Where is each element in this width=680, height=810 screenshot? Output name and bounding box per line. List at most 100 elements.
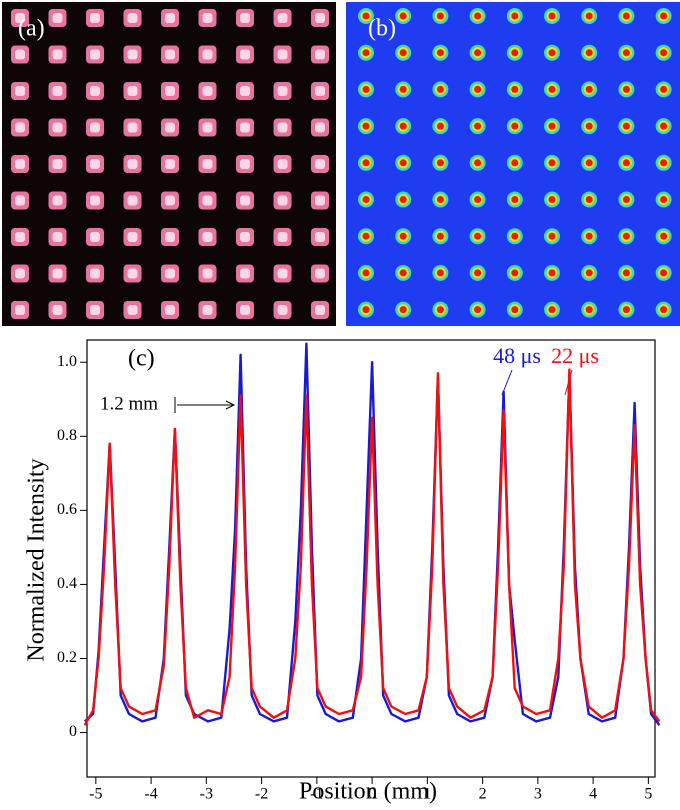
spot-core	[52, 13, 63, 23]
spot-core	[622, 306, 630, 314]
spot-core	[277, 195, 288, 206]
spot-core	[474, 159, 482, 167]
spot-core	[474, 85, 482, 93]
spot-core	[622, 122, 630, 130]
x-tick-label: -4	[144, 786, 157, 803]
spot-core	[474, 306, 482, 314]
spot-core	[399, 269, 407, 277]
spot-core	[240, 86, 250, 96]
spot-core	[202, 86, 213, 96]
legend-label: 48 μs	[493, 343, 541, 368]
spot-core	[362, 12, 370, 20]
spot-core	[548, 306, 556, 314]
spot-core	[362, 49, 370, 57]
spot-core	[90, 268, 100, 279]
y-tick-label: 0	[69, 723, 77, 740]
spot-core	[52, 86, 63, 96]
spot-core	[436, 122, 444, 130]
spot-core	[127, 86, 138, 96]
spot-core	[90, 232, 100, 242]
spot-core	[548, 269, 556, 277]
spot-core	[436, 85, 444, 93]
spot-core	[315, 195, 325, 206]
spot-core	[622, 159, 630, 167]
spot-core	[202, 13, 213, 23]
spacing-arrow	[174, 397, 236, 413]
spot-core	[90, 49, 100, 60]
spot-core	[240, 49, 250, 60]
spot-core	[15, 195, 25, 206]
x-tick-label: 2	[479, 786, 487, 803]
spot-core	[622, 269, 630, 277]
spot-core	[15, 232, 25, 242]
spot-core	[127, 159, 138, 169]
spot-core	[202, 268, 213, 279]
x-tick-label: 4	[589, 786, 597, 803]
spot-core	[240, 232, 250, 242]
spots	[11, 8, 672, 319]
spot-core	[277, 268, 288, 279]
annotation: (c)	[128, 346, 155, 372]
plot-frame	[86, 339, 656, 778]
x-tick-label: 3	[534, 786, 542, 803]
spot-core	[202, 195, 213, 206]
spot-core	[15, 49, 25, 60]
spot-core	[548, 49, 556, 57]
spot-core	[277, 86, 288, 96]
spot-core	[240, 268, 250, 279]
spot-core	[399, 49, 407, 57]
spot-core	[585, 232, 593, 240]
spot-core	[15, 13, 25, 23]
spot-core	[15, 268, 25, 279]
spot-core	[165, 305, 175, 315]
spot-core	[585, 269, 593, 277]
spot-core	[315, 86, 325, 96]
spot-core	[202, 305, 213, 315]
spot-core	[127, 13, 138, 23]
spot-core	[52, 159, 63, 169]
spot-core	[511, 306, 519, 314]
spot-core	[548, 12, 556, 20]
spot-core	[660, 232, 668, 240]
spot-core	[660, 269, 668, 277]
spot-core	[511, 269, 519, 277]
spot-core	[474, 122, 482, 130]
x-tick-label: -3	[200, 786, 213, 803]
spot-core	[240, 305, 250, 315]
spot-core	[622, 196, 630, 203]
panel-label: (b)	[368, 16, 396, 42]
spot-core	[52, 195, 63, 206]
spot-core	[90, 122, 100, 133]
spot-core	[436, 196, 444, 203]
y-tick-label: 0.4	[57, 575, 77, 592]
spot-core	[127, 305, 138, 315]
spot-core	[240, 195, 250, 206]
spot-core	[362, 269, 370, 277]
x-tick-label: -1	[310, 786, 323, 803]
spot-core	[548, 232, 556, 240]
spot-core	[511, 85, 519, 93]
spot-core	[240, 159, 250, 169]
y-axis-title: Normalized Intensity	[24, 458, 50, 661]
spot-core	[436, 49, 444, 57]
spot-core	[315, 159, 325, 169]
spot-core	[202, 122, 213, 133]
spot-core	[399, 159, 407, 167]
spot-core	[315, 49, 325, 60]
spot-core	[202, 159, 213, 169]
spot-core	[90, 86, 100, 96]
spot-core	[277, 49, 288, 60]
spot-core	[622, 85, 630, 93]
spot-core	[165, 49, 175, 60]
x-tick-label: 0	[368, 786, 376, 803]
spot-core	[165, 122, 175, 133]
spot-core	[277, 13, 288, 23]
spot-core	[315, 13, 325, 23]
spot-core	[474, 49, 482, 57]
spot-core	[90, 305, 100, 315]
spot-core	[52, 268, 63, 279]
spot-core	[52, 49, 63, 60]
spot-core	[15, 86, 25, 96]
spot-core	[165, 86, 175, 96]
